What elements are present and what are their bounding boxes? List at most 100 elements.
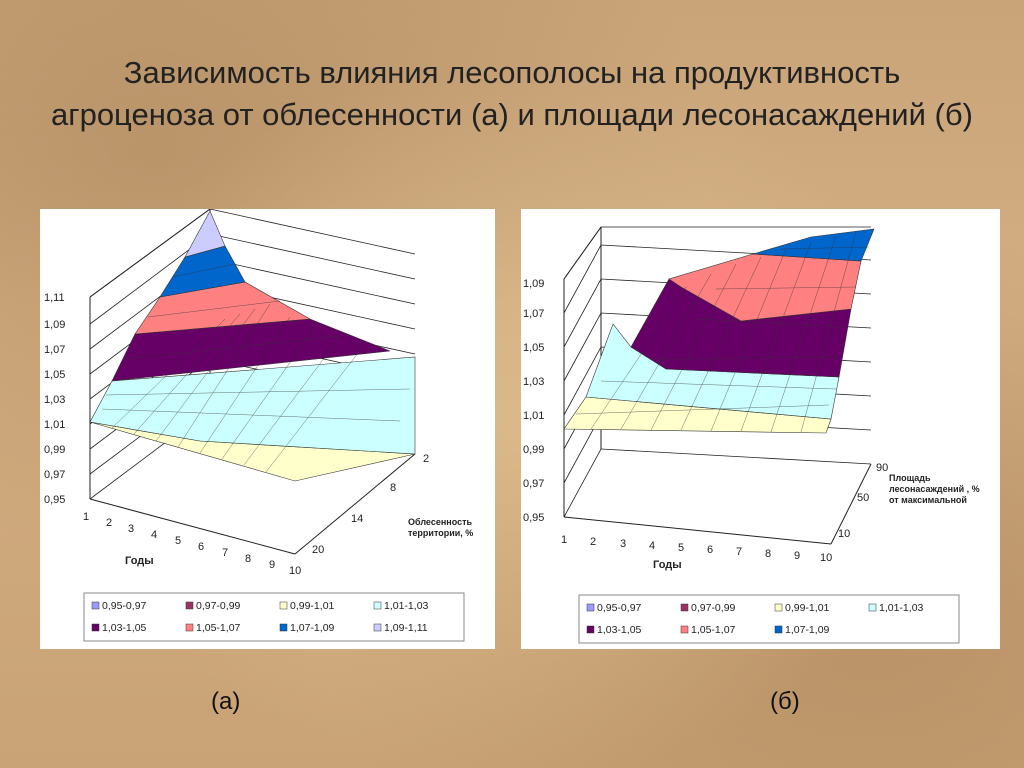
- slide-title: Зависимость влияния лесополосы на продук…: [51, 55, 973, 132]
- x-tick-a: 6: [198, 541, 204, 553]
- x-tick-a: 9: [269, 559, 275, 571]
- x-tick-a: 1: [83, 511, 89, 523]
- z-tick-a: 0,95: [44, 494, 65, 506]
- legend-swatch-a: [91, 623, 100, 632]
- legend-label-b: 1,03-1,05: [597, 624, 642, 636]
- legend-label-a: 0,99-1,01: [290, 600, 335, 612]
- legend-swatch-b: [774, 603, 783, 612]
- x-tick-a: 2: [106, 517, 112, 529]
- legend-label-a: 0,97-0,99: [196, 600, 241, 612]
- legend-swatch-a: [373, 601, 382, 610]
- chart-b-y-ticks: 10 50 90: [838, 462, 888, 540]
- chart-b-mesh: [575, 231, 870, 433]
- y-tick-a: 8: [390, 482, 396, 494]
- x-tick-b: 7: [736, 546, 742, 558]
- z-tick-a: 0,99: [44, 444, 65, 456]
- legend-label-b: 1,07-1,09: [785, 624, 830, 636]
- chart-a-surface: [89, 210, 416, 482]
- y-tick-a: 20: [312, 544, 324, 556]
- legend-label-a: 1,01-1,03: [384, 600, 429, 612]
- x-tick-b: 2: [590, 536, 596, 548]
- x-tick-b: 1: [561, 534, 567, 546]
- chart-b-surface: [563, 228, 875, 434]
- y-tick-b: 90: [876, 462, 888, 474]
- x-axis-title-b: Годы: [653, 559, 682, 571]
- legend-label-a: 0,95-0,97: [102, 600, 147, 612]
- band-a-1-01-1-03: [89, 356, 416, 455]
- legend-swatch-b: [586, 603, 595, 612]
- band-a-1-09-1-11: [184, 210, 226, 258]
- legend-label-a: 1,05-1,07: [196, 622, 241, 634]
- y-tick-a: 14: [351, 513, 363, 525]
- z-tick-a: 1,01: [44, 419, 65, 431]
- chart-a-y-ticks: 2 8 14 20: [312, 453, 429, 556]
- x-tick-a: 10: [289, 565, 301, 577]
- z-tick-b: 1,01: [523, 410, 544, 422]
- x-tick-b: 8: [765, 548, 771, 560]
- chart-a-z-ticks: 0,95 0,97 0,99 1,01 1,03 1,05 1,07 1,09 …: [44, 292, 65, 506]
- x-tick-a: 7: [222, 547, 228, 559]
- z-tick-a: 1,09: [44, 319, 65, 331]
- z-tick-b: 1,09: [523, 278, 544, 290]
- chart-b-z-ticks: 0,95 0,97 0,99 1,01 1,03 1,05 1,07 1,09: [523, 278, 544, 524]
- y-axis-title-a: Облесенность территории, %: [408, 517, 473, 538]
- x-tick-a: 3: [128, 523, 134, 535]
- chart-a-legend: 0,95-0,97 0,97-0,99 0,99-1,01 1,01-1,03 …: [83, 592, 465, 642]
- legend-label-b: 0,97-0,99: [691, 602, 736, 614]
- y-tick-b: 50: [857, 492, 869, 504]
- x-tick-b: 5: [678, 542, 684, 554]
- chart-b-legend: 0,95-0,97 0,97-0,99 0,99-1,01 1,01-1,03 …: [578, 594, 960, 644]
- z-tick-b: 1,03: [523, 376, 544, 388]
- legend-label-b: 0,95-0,97: [597, 602, 642, 614]
- legend-label-a: 1,07-1,09: [290, 622, 335, 634]
- z-tick-b: 1,07: [523, 308, 544, 320]
- x-tick-a: 4: [151, 529, 157, 541]
- surface-chart-a: 0,95 0,97 0,99 1,01 1,03 1,05 1,07 1,09 …: [44, 209, 473, 642]
- legend-label-b: 1,01-1,03: [879, 602, 924, 614]
- chart-panel-b: 0,95 0,97 0,99 1,01 1,03 1,05 1,07 1,09 …: [521, 209, 1000, 649]
- legend-swatch-a: [373, 623, 382, 632]
- band-b-1-07-1-09: [752, 228, 875, 262]
- legend-label-b: 0,99-1,01: [785, 602, 830, 614]
- caption-b: (б): [770, 688, 800, 715]
- x-tick-b: 10: [820, 552, 832, 564]
- z-tick-a: 1,05: [44, 369, 65, 381]
- legend-swatch-b: [586, 625, 595, 634]
- chart-b-x-ticks: 1 2 3 4 5 6 7 8 9 10: [561, 534, 832, 564]
- x-axis-title-a: Годы: [125, 555, 154, 567]
- z-tick-a: 1,07: [44, 344, 65, 356]
- legend-swatch-a: [279, 601, 288, 610]
- surface-chart-b: 0,95 0,97 0,99 1,01 1,03 1,05 1,07 1,09 …: [523, 226, 980, 644]
- legend-swatch-a: [91, 601, 100, 610]
- legend-swatch-b: [680, 625, 689, 634]
- legend-swatch-a: [185, 623, 194, 632]
- z-tick-b: 0,95: [523, 512, 544, 524]
- y-tick-a: 2: [423, 453, 429, 465]
- x-tick-b: 6: [707, 544, 713, 556]
- z-tick-a: 1,11: [44, 292, 65, 304]
- z-tick-b: 0,97: [523, 478, 544, 490]
- x-tick-a: 5: [175, 535, 181, 547]
- x-tick-b: 4: [649, 540, 655, 552]
- x-tick-b: 9: [794, 550, 800, 562]
- z-tick-a: 0,97: [44, 469, 65, 481]
- x-tick-b: 3: [620, 538, 626, 550]
- z-tick-b: 0,99: [523, 444, 544, 456]
- y-axis-title-b: Площадь лесонасаждений , % от максимальной: [889, 473, 980, 505]
- legend-swatch-b: [774, 625, 783, 634]
- y-tick-b: 10: [838, 528, 850, 540]
- chart-a-x-ticks: 1 2 3 4 5 6 7 8 9 10: [83, 511, 301, 577]
- caption-a: (а): [211, 688, 241, 715]
- legend-swatch-b: [680, 603, 689, 612]
- chart-panel-a: 0,95 0,97 0,99 1,01 1,03 1,05 1,07 1,09 …: [40, 209, 495, 649]
- chart-a-mesh: [101, 263, 411, 473]
- legend-label-a: 1,09-1,11: [384, 622, 428, 634]
- legend-swatch-b: [868, 603, 877, 612]
- legend-label-a: 1,03-1,05: [102, 622, 147, 634]
- legend-label-b: 1,05-1,07: [691, 624, 736, 636]
- z-tick-a: 1,03: [44, 394, 65, 406]
- legend-swatch-a: [185, 601, 194, 610]
- legend-swatch-a: [279, 623, 288, 632]
- z-tick-b: 1,05: [523, 342, 544, 354]
- x-tick-a: 8: [245, 553, 251, 565]
